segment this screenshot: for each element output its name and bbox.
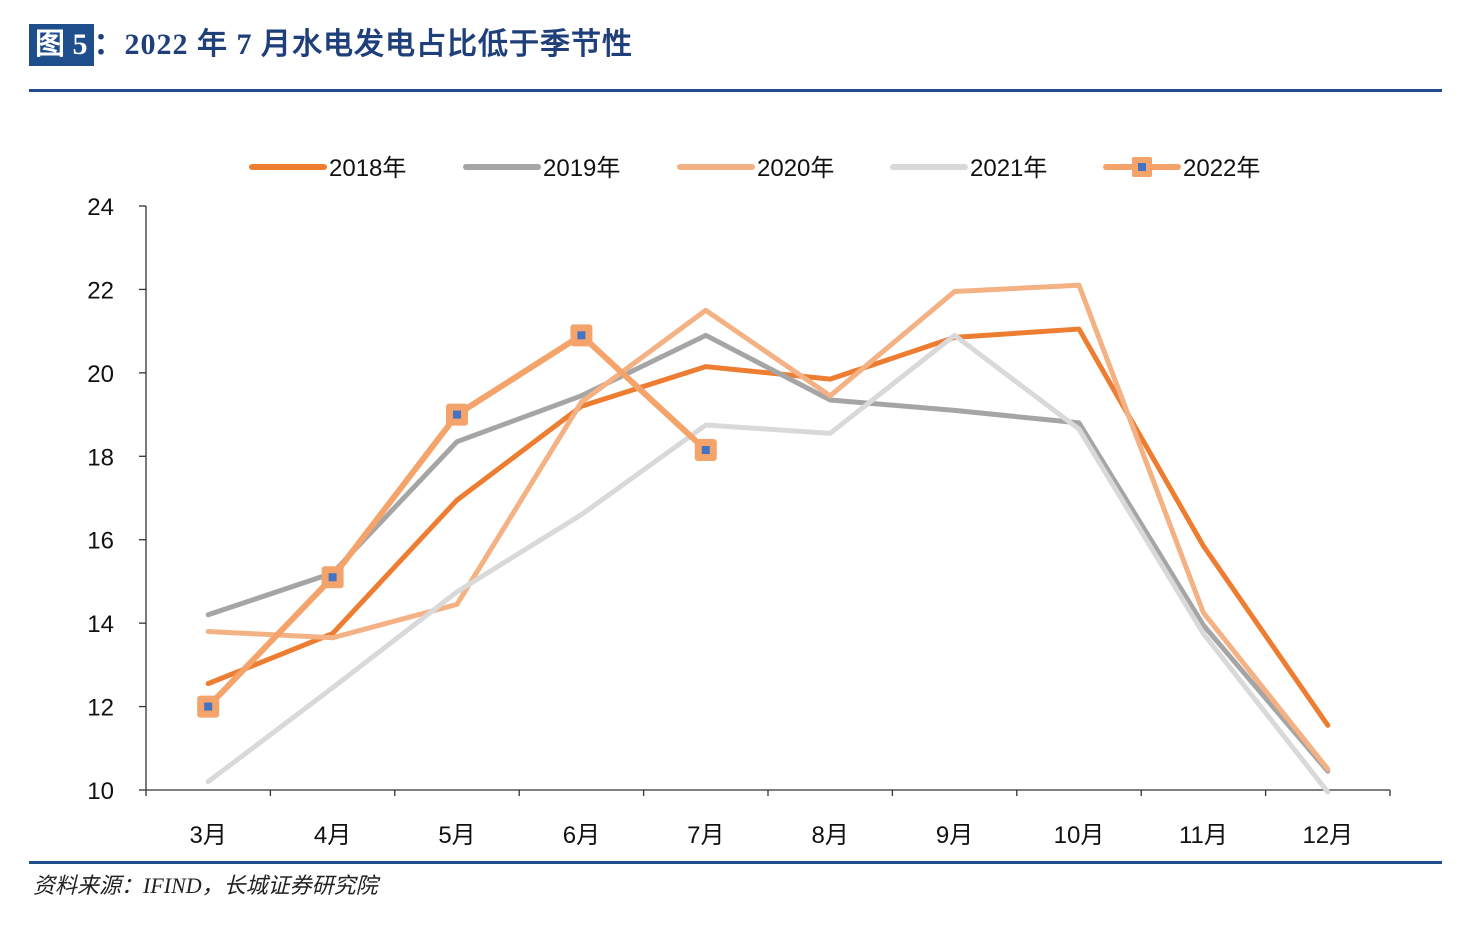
x-tick-label: 8月 bbox=[812, 822, 849, 849]
data-point-marker-center bbox=[701, 446, 710, 455]
source-note: 资料来源：IFIND，长城证券研究院 bbox=[33, 873, 378, 898]
x-tick-label: 12月 bbox=[1302, 822, 1353, 849]
series-line bbox=[205, 326, 1331, 728]
series-2022年 bbox=[197, 324, 717, 718]
series-line bbox=[205, 332, 1331, 795]
x-tick-label: 4月 bbox=[314, 822, 351, 849]
chart-axes: 10 12 14 16 18 20 22 24 3月 4月 5月 6月 7月 8月 9月 10月 11月 12月 bbox=[87, 194, 1391, 849]
y-tick-label: 20 bbox=[87, 361, 114, 388]
chart-series bbox=[197, 282, 1331, 795]
x-tick-label: 3月 bbox=[190, 822, 227, 849]
footer-rule bbox=[29, 861, 1442, 864]
x-tick-label: 5月 bbox=[438, 822, 475, 849]
header-rule bbox=[29, 89, 1442, 92]
y-tick-label: 16 bbox=[87, 528, 114, 555]
chart-legend: 2018年 2019年 2020年 2021年 2022年 bbox=[249, 155, 1260, 182]
y-tick-label: 12 bbox=[87, 695, 114, 722]
data-point-marker-center bbox=[204, 702, 213, 711]
series-2018年 bbox=[205, 326, 1331, 728]
legend-label: 2019年 bbox=[543, 155, 620, 182]
legend-label: 2021年 bbox=[970, 155, 1047, 182]
y-tick-label: 18 bbox=[87, 444, 114, 471]
legend-marker-center bbox=[1138, 163, 1146, 171]
y-tick-label: 10 bbox=[87, 778, 114, 805]
y-tick-label: 24 bbox=[87, 194, 114, 221]
x-tick-label: 10月 bbox=[1054, 822, 1105, 849]
x-tick-label: 6月 bbox=[563, 822, 600, 849]
series-2019年 bbox=[205, 332, 1331, 774]
legend-label: 2020年 bbox=[757, 155, 834, 182]
x-tick-label: 11月 bbox=[1179, 822, 1228, 849]
data-point-marker-center bbox=[577, 331, 586, 340]
y-tick-label: 22 bbox=[87, 277, 114, 304]
series-2021年 bbox=[205, 332, 1331, 795]
series-2020年 bbox=[205, 282, 1331, 772]
legend-label: 2022年 bbox=[1183, 155, 1260, 182]
figure-number-badge: 图 5 bbox=[29, 24, 94, 66]
data-point-marker-center bbox=[453, 410, 461, 419]
series-line bbox=[205, 332, 1331, 774]
figure-header: 图 5 ：2022 年 7 月水电发电占比低于季节性 bbox=[29, 22, 633, 68]
figure-title: ：2022 年 7 月水电发电占比低于季节性 bbox=[93, 28, 633, 61]
legend-label: 2018年 bbox=[329, 155, 406, 182]
line-chart: 2018年 2019年 2020年 2021年 2022年 10 12 14 16 18 20 22… bbox=[87, 155, 1391, 849]
series-line bbox=[205, 282, 1331, 772]
x-tick-label: 7月 bbox=[687, 822, 724, 849]
y-tick-label: 14 bbox=[87, 611, 114, 638]
data-point-marker-center bbox=[328, 573, 337, 582]
x-tick-label: 9月 bbox=[936, 822, 973, 849]
